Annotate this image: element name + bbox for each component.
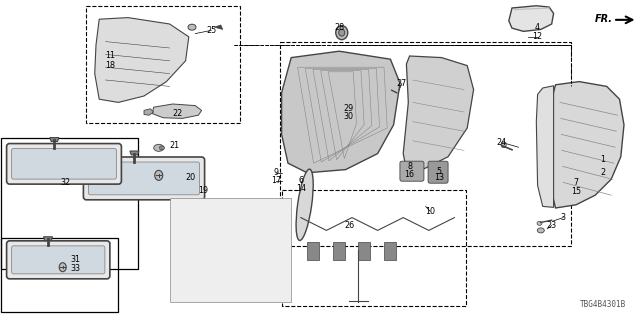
FancyBboxPatch shape <box>12 148 116 179</box>
Ellipse shape <box>336 26 348 40</box>
Text: 8: 8 <box>407 162 412 171</box>
FancyBboxPatch shape <box>83 157 205 200</box>
Ellipse shape <box>188 24 196 30</box>
FancyBboxPatch shape <box>6 241 110 279</box>
Text: 21: 21 <box>169 141 179 150</box>
Polygon shape <box>130 151 139 155</box>
Bar <box>86 6 240 123</box>
Text: FR.: FR. <box>595 13 612 24</box>
Text: 31: 31 <box>70 255 81 264</box>
Text: 9: 9 <box>274 168 279 177</box>
FancyBboxPatch shape <box>170 198 291 302</box>
Bar <box>1 238 118 312</box>
Bar <box>333 242 345 260</box>
Ellipse shape <box>155 170 163 180</box>
FancyBboxPatch shape <box>12 246 105 274</box>
Bar <box>307 242 319 260</box>
Ellipse shape <box>154 144 164 151</box>
Text: 13: 13 <box>434 173 444 182</box>
Text: 17: 17 <box>271 176 282 185</box>
Text: 30: 30 <box>344 112 354 121</box>
Polygon shape <box>152 104 202 118</box>
Text: 15: 15 <box>571 188 581 196</box>
Bar <box>384 242 396 260</box>
Bar <box>280 42 571 246</box>
Text: 29: 29 <box>344 104 354 113</box>
Text: 14: 14 <box>296 184 306 193</box>
Polygon shape <box>214 25 223 29</box>
Text: 24: 24 <box>497 138 507 147</box>
Ellipse shape <box>296 169 313 240</box>
Polygon shape <box>509 6 554 31</box>
Text: 28: 28 <box>334 23 344 32</box>
Polygon shape <box>536 86 554 207</box>
Polygon shape <box>95 18 189 102</box>
FancyBboxPatch shape <box>6 144 122 184</box>
Polygon shape <box>144 109 154 115</box>
Text: 6: 6 <box>298 176 303 185</box>
Text: 3: 3 <box>561 213 566 222</box>
Ellipse shape <box>537 221 542 225</box>
Text: 16: 16 <box>404 170 415 179</box>
Ellipse shape <box>538 228 544 233</box>
Text: 22: 22 <box>173 109 183 118</box>
Polygon shape <box>552 82 624 208</box>
Ellipse shape <box>390 83 397 90</box>
Text: 23: 23 <box>547 221 557 230</box>
Ellipse shape <box>339 29 345 36</box>
Text: 32: 32 <box>60 178 70 187</box>
Text: 4: 4 <box>535 23 540 32</box>
Polygon shape <box>44 237 52 241</box>
Ellipse shape <box>501 142 506 148</box>
Text: 12: 12 <box>532 32 543 41</box>
Text: 20: 20 <box>186 173 196 182</box>
Text: 11: 11 <box>105 52 115 60</box>
FancyBboxPatch shape <box>88 162 200 195</box>
Text: 7: 7 <box>573 178 579 187</box>
Bar <box>1 138 138 269</box>
Polygon shape <box>50 138 59 141</box>
Polygon shape <box>282 51 400 173</box>
Text: 5: 5 <box>436 167 442 176</box>
Text: 2: 2 <box>600 168 605 177</box>
Text: 27: 27 <box>397 79 407 88</box>
Text: 25: 25 <box>206 26 216 35</box>
Text: 33: 33 <box>70 264 81 273</box>
Ellipse shape <box>60 263 66 272</box>
Polygon shape <box>403 56 474 170</box>
Bar <box>282 190 466 306</box>
Text: TBG4B4301B: TBG4B4301B <box>580 300 626 309</box>
Text: 10: 10 <box>425 207 435 216</box>
FancyBboxPatch shape <box>428 161 448 183</box>
FancyBboxPatch shape <box>400 161 424 181</box>
Bar <box>358 242 371 260</box>
Text: 18: 18 <box>105 61 115 70</box>
Text: 26: 26 <box>344 221 355 230</box>
Text: 1: 1 <box>600 156 605 164</box>
Ellipse shape <box>159 146 164 150</box>
Text: 19: 19 <box>198 186 209 195</box>
